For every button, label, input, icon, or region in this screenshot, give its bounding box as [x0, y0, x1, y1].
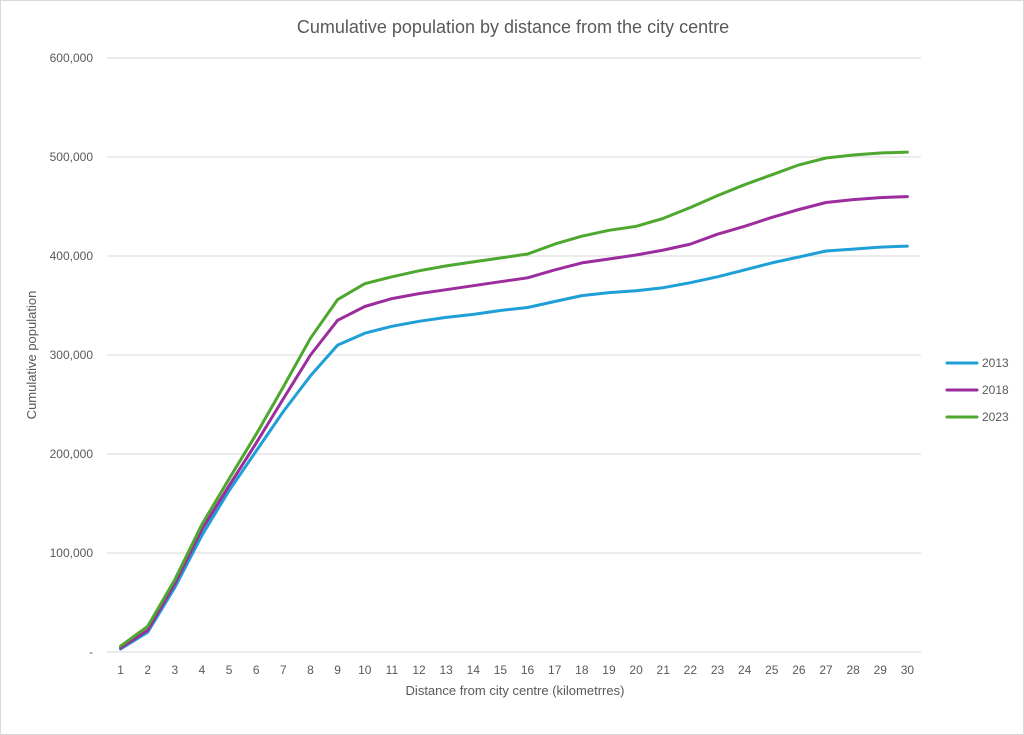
x-tick-label: 11 — [386, 663, 399, 677]
x-tick-label: 15 — [494, 663, 508, 677]
x-tick-label: 7 — [280, 663, 287, 677]
series-lines — [119, 150, 909, 651]
x-tick-label: 18 — [575, 663, 589, 677]
legend-label-2013: 2013 — [982, 356, 1009, 370]
x-tick-label: 26 — [792, 663, 806, 677]
legend-label-2018: 2018 — [982, 383, 1009, 397]
y-tick-label: - — [89, 645, 93, 659]
x-tick-label: 19 — [602, 663, 616, 677]
x-tick-label: 1 — [117, 663, 124, 677]
x-tick-label: 30 — [901, 663, 915, 677]
y-tick-label: 500,000 — [50, 150, 94, 164]
x-tick-label: 2 — [144, 663, 151, 677]
y-tick-label: 100,000 — [50, 546, 94, 560]
legend-label-2023: 2023 — [982, 410, 1009, 424]
legend: 2013 2018 2023 — [945, 356, 1009, 424]
x-tick-label: 3 — [171, 663, 178, 677]
y-tick-label: 300,000 — [50, 348, 94, 362]
x-tick-label: 14 — [467, 663, 481, 677]
gridlines — [107, 57, 921, 653]
x-tick-label: 23 — [711, 663, 725, 677]
x-tick-label: 22 — [684, 663, 698, 677]
series-line-2018 — [119, 195, 909, 650]
series-line-2023 — [119, 150, 909, 648]
y-axis-title: Cumulative population — [24, 291, 39, 420]
x-tick-label: 24 — [738, 663, 752, 677]
x-tick-label: 10 — [358, 663, 372, 677]
x-tick-label: 29 — [874, 663, 888, 677]
x-axis-ticks: 1 2 3 4 5 6 7 8 9 10 11 12 13 14 15 16 17 18 19 20 21 22 23 24 2… — [117, 663, 914, 677]
x-tick-label: 20 — [629, 663, 643, 677]
x-tick-label: 27 — [819, 663, 833, 677]
y-axis-ticks: - 100,000 200,000 300,000 400,000 500,000 600,… — [50, 51, 94, 659]
series-line-2013 — [119, 244, 909, 651]
x-tick-label: 8 — [307, 663, 314, 677]
x-tick-label: 12 — [412, 663, 426, 677]
x-tick-label: 4 — [199, 663, 206, 677]
x-tick-label: 9 — [334, 663, 341, 677]
x-tick-label: 25 — [765, 663, 779, 677]
y-tick-label: 600,000 — [50, 51, 94, 65]
x-tick-label: 6 — [253, 663, 260, 677]
x-tick-label: 13 — [439, 663, 453, 677]
x-tick-label: 16 — [521, 663, 535, 677]
x-tick-label: 21 — [657, 663, 671, 677]
x-tick-label: 17 — [548, 663, 562, 677]
x-axis-title: Distance from city centre (kilometrres) — [406, 683, 625, 698]
y-tick-label: 400,000 — [50, 249, 94, 263]
x-tick-label: 28 — [846, 663, 860, 677]
x-tick-label: 5 — [226, 663, 233, 677]
y-tick-label: 200,000 — [50, 447, 94, 461]
chart-title: Cumulative population by distance from t… — [297, 17, 729, 37]
